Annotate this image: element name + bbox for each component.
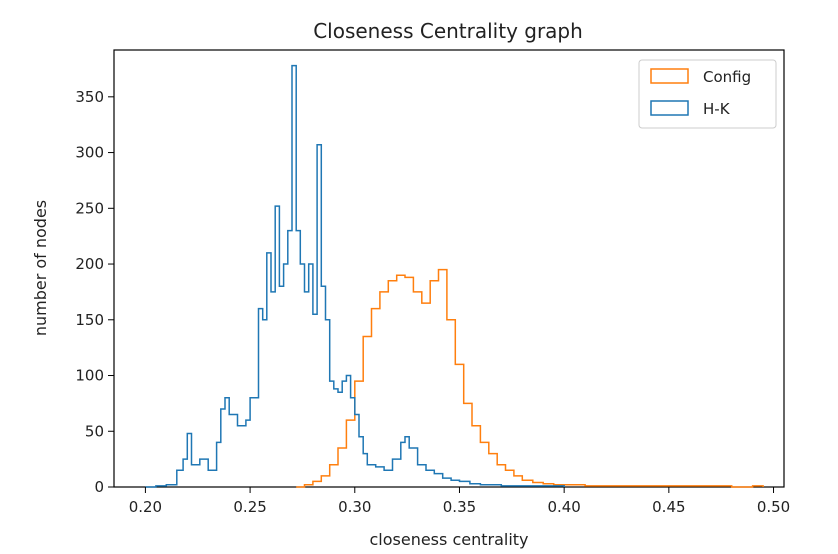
y-tick-label: 50: [85, 422, 104, 440]
x-tick-label: 0.35: [443, 498, 476, 516]
y-tick-label: 100: [75, 367, 104, 385]
chart-title: Closeness Centrality graph: [313, 19, 583, 43]
legend: Config H-K: [638, 59, 777, 129]
legend-box: [638, 59, 777, 129]
series-group: [145, 64, 764, 488]
legend-label-config: Config: [703, 68, 751, 86]
y-axis-ticks: 0 50 100 150 200 250 300 350: [75, 88, 114, 496]
x-tick-label: 0.25: [233, 498, 266, 516]
y-axis-label: number of nodes: [31, 200, 50, 336]
plot-frame: [113, 49, 785, 488]
x-tick-label: 0.20: [129, 498, 162, 516]
x-tick-label: 0.45: [652, 498, 685, 516]
y-tick-label: 350: [75, 88, 104, 106]
legend-swatch-h-k: [650, 100, 689, 116]
x-axis-ticks: 0.20 0.25 0.30 0.35 0.40 0.45 0.50: [129, 487, 790, 516]
series-line-h-k: [145, 64, 565, 488]
y-tick-label: 300: [75, 144, 104, 162]
legend-swatch-config: [650, 68, 689, 84]
x-tick-label: 0.40: [547, 498, 580, 516]
x-tick-label: 0.30: [338, 498, 371, 516]
y-tick-label: 0: [94, 478, 104, 496]
y-tick-label: 200: [75, 255, 104, 273]
x-tick-label: 0.50: [757, 498, 790, 516]
y-tick-label: 250: [75, 199, 104, 217]
x-axis-label: closeness centrality: [369, 530, 528, 549]
legend-label-h-k: H-K: [703, 100, 731, 118]
series-line-config: [296, 268, 764, 488]
y-tick-label: 150: [75, 311, 104, 329]
